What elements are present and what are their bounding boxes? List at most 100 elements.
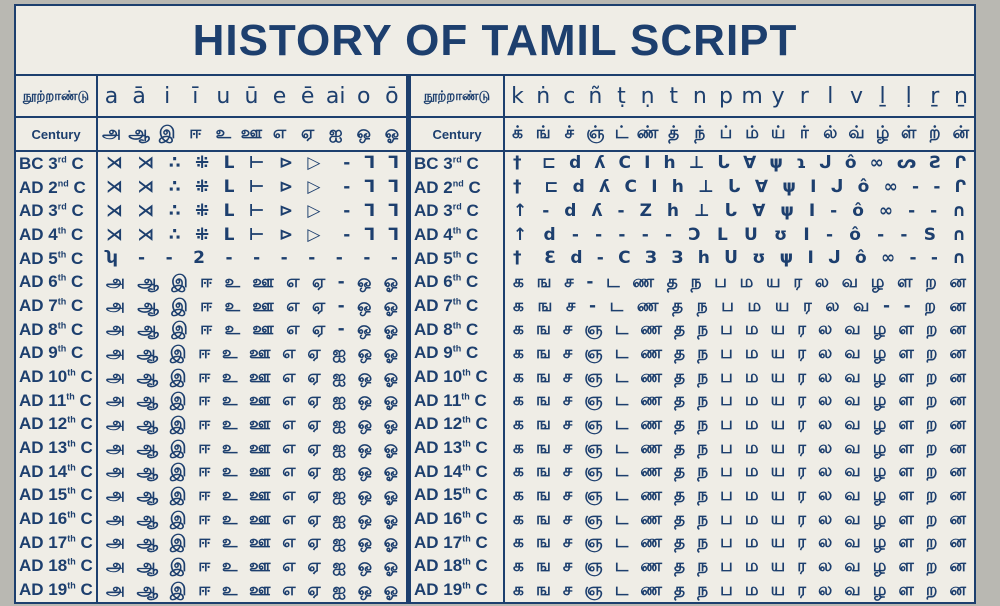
- consonants-table: நூற்றாண்டு k ṅ c ñ ṭ ṇ t n p m y r l v ḻ ḷ ṟ ṉ Century க் ங் ச…: [411, 76, 974, 602]
- board-title: HISTORY OF TAMIL SCRIPT: [192, 16, 798, 65]
- century-suffix: th: [452, 272, 462, 283]
- tamil-letter: எ: [265, 117, 294, 152]
- century-row: AD 13th C அ ஆ இ ஈ உ ஊ எ ஏ ஐ ஒ ஓ: [16, 436, 406, 460]
- century-suffix: th: [67, 462, 76, 473]
- century-era: AD: [414, 438, 439, 458]
- glyph-row: க ங ச ஞ ட ண த ந ப ம ய ர ல வ ழ ள ற ன: [513, 437, 966, 458]
- glyph-row: ⋊ ⋊ ∴ ⁜ L ⊢ ⊳ ▷ - ⅂ ⅂: [106, 224, 398, 245]
- century-row: AD 18th C க ங ச ஞ ட ண த ந ப ம ய ர ல வ ழ ள…: [411, 554, 974, 579]
- century-number: 11: [443, 390, 462, 410]
- century-suffix: nd: [452, 178, 464, 189]
- century-suffix: rd: [57, 201, 67, 212]
- tamil-letter: ள்: [895, 117, 922, 152]
- latin-letter: ṭ: [608, 76, 635, 118]
- tamil-letter: ங்: [530, 117, 557, 152]
- century-era: AD: [414, 201, 439, 221]
- glyph-row: அ ஆ இ ஈ உ ஊ எ ஏ ஐ ஒ ஓ: [106, 508, 398, 529]
- century-number: 19: [443, 580, 463, 600]
- century-cell: AD 10th C: [411, 365, 505, 389]
- latin-letter: i: [153, 76, 182, 118]
- century-cell: AD 15th C: [411, 483, 505, 508]
- century-row: AD 5th C ʮ - - 2 - - - - - - -: [16, 246, 406, 271]
- latin-letter: r: [791, 76, 818, 118]
- century-number: 5: [48, 248, 58, 268]
- century-era: AD: [19, 296, 44, 316]
- century-row: AD 3rd C ↑ - d ʎ - Z h ⊥ ᒐ ∀ ψ I - ô ∞ - …: [411, 199, 974, 224]
- latin-letter: m: [738, 76, 766, 118]
- century-suffix: th: [67, 509, 76, 520]
- century-cell: AD 19th C: [16, 578, 98, 602]
- tamil-letter: ந்: [686, 117, 713, 152]
- century-number: 18: [443, 556, 463, 576]
- tamil-letter: ண்: [634, 117, 661, 152]
- century-row: AD 16th C அ ஆ இ ஈ உ ஊ எ ஏ ஐ ஒ ஓ: [16, 507, 406, 531]
- latin-letter: ḻ: [869, 76, 896, 118]
- glyph-row: ⋊ ⋊ ∴ ⁜ L ⊢ ⊳ ▷ - ⅂ ⅂: [106, 177, 398, 198]
- century-number: 12: [443, 414, 463, 434]
- century-suffix: th: [67, 438, 76, 449]
- century-era: AD: [19, 225, 44, 245]
- century-row: AD 15th C க ங ச ஞ ட ண த ந ப ம ய ர ல வ ழ ள…: [411, 483, 974, 508]
- glyph-row: அ ஆ இ ஈ உ ஊ எ ஏ ஐ ஒ ஓ: [106, 342, 398, 363]
- header-row-latin: நூற்றாண்டு a ā i ī u ū e ē ai o ō: [16, 76, 406, 118]
- century-era: AD: [19, 485, 44, 505]
- century-number: 15: [443, 485, 463, 505]
- century-era: AD: [19, 248, 44, 268]
- century-row: AD 7th C அ ஆ இ ஈ உ ஊ எ ஏ - ஒ ஓ: [16, 294, 406, 318]
- century-number: 2: [48, 177, 58, 197]
- century-era: AD: [19, 509, 44, 529]
- glyph-row: க ங ச ஞ ட ண த ந ப ம ய ர ல வ ழ ள ற ன: [513, 342, 966, 363]
- century-row: AD 12th C க ங ச ஞ ட ண த ந ப ம ய ர ல வ ழ ள…: [411, 412, 974, 437]
- century-era: AD: [19, 343, 44, 363]
- century-number: 14: [443, 461, 463, 481]
- century-cell: AD 13th C: [411, 436, 505, 460]
- century-cell: AD 17th C: [16, 530, 98, 555]
- latin-letter: p: [712, 76, 739, 118]
- century-suffix: th: [57, 272, 67, 283]
- latin-letter: t: [660, 76, 687, 118]
- century-suffix: th: [462, 462, 471, 473]
- century-number: 17: [443, 532, 463, 552]
- century-number: 12: [48, 414, 68, 434]
- latin-letter: e: [265, 76, 294, 118]
- glyph-row: அ ஆ இ ஈ உ ஊ எ ஏ ஐ ஒ ஓ: [106, 532, 398, 553]
- century-cell: AD 6th C: [16, 270, 98, 295]
- glyph-row: க ங ச ஞ ட ண த ந ப ம ய ர ல வ ழ ள ற ன: [513, 390, 966, 411]
- glyph-row: அ ஆ இ ஈ உ ஊ எ ஏ ஐ ஒ ஓ: [106, 461, 398, 482]
- century-number: 7: [48, 296, 58, 316]
- century-row: AD 3rd C ⋊ ⋊ ∴ ⁜ L ⊢ ⊳ ▷ - ⅂ ⅂: [16, 199, 406, 224]
- century-suffix: th: [452, 249, 462, 260]
- header-row-tamil: Century க் ங் ச் ஞ் ட் ண் த் ந் ப் ம் ய் ர் ல் வ் ழ் ள் ற…: [411, 117, 974, 152]
- century-cell: AD 15th C: [16, 483, 98, 508]
- latin-letter: ā: [125, 76, 154, 118]
- century-cell: BC 3rd C: [16, 151, 98, 176]
- century-era: AD: [414, 343, 439, 363]
- tamil-letter: ஈ: [181, 117, 210, 152]
- glyph-row: ⋊ ⋊ ∴ ⁜ L ⊢ ⊳ ▷ - ⅂ ⅂: [106, 153, 398, 174]
- glyph-row: க ங ச ஞ ட ண த ந ப ம ய ர ல வ ழ ள ற ன: [513, 413, 966, 434]
- century-number: 3: [443, 153, 453, 173]
- century-suffix: th: [462, 509, 471, 520]
- century-row: AD 16th C க ங ச ஞ ட ண த ந ப ம ய ர ல வ ழ ள…: [411, 507, 974, 531]
- century-row: AD 8th C க ங ச ஞ ட ண த ந ப ம ய ர ல வ ழ ள …: [411, 317, 974, 342]
- tamil-letter: ட்: [608, 117, 635, 152]
- latin-letter: ṉ: [947, 76, 974, 118]
- glyph-row: அ ஆ இ ஈ உ ஊ எ ஏ - ஒ ஓ: [106, 271, 398, 292]
- tamil-letter: ஞ்: [582, 117, 609, 152]
- tamil-letter: ஓ: [377, 117, 406, 152]
- tamil-letter: ம்: [738, 117, 766, 152]
- century-row: AD 8th C அ ஆ இ ஈ உ ஊ எ ஏ - ஒ ஓ: [16, 317, 406, 342]
- century-row: AD 5th C † Ɛ d - C З З h ᑌ ʊ ψ I ᒍ ô ∞ - …: [411, 246, 974, 271]
- century-number: 6: [443, 272, 453, 292]
- century-suffix: th: [462, 533, 471, 544]
- century-number: 10: [443, 367, 463, 387]
- glyph-row: க ங ச ஞ ட ண த ந ப ம ய ர ல வ ழ ள ற ன: [513, 555, 966, 576]
- century-suffix: th: [461, 391, 470, 402]
- tamil-letter: ஊ: [237, 117, 266, 152]
- century-suffix: th: [57, 320, 67, 331]
- century-suffix: th: [462, 438, 471, 449]
- century-row: AD 14th C அ ஆ இ ஈ உ ஊ எ ஏ ஐ ஒ ஓ: [16, 459, 406, 484]
- glyph-row: ⋊ ⋊ ∴ ⁜ L ⊢ ⊳ ▷ - ⅂ ⅂: [106, 200, 398, 221]
- century-cell: AD 4th C: [411, 223, 505, 247]
- century-number: 8: [443, 319, 453, 339]
